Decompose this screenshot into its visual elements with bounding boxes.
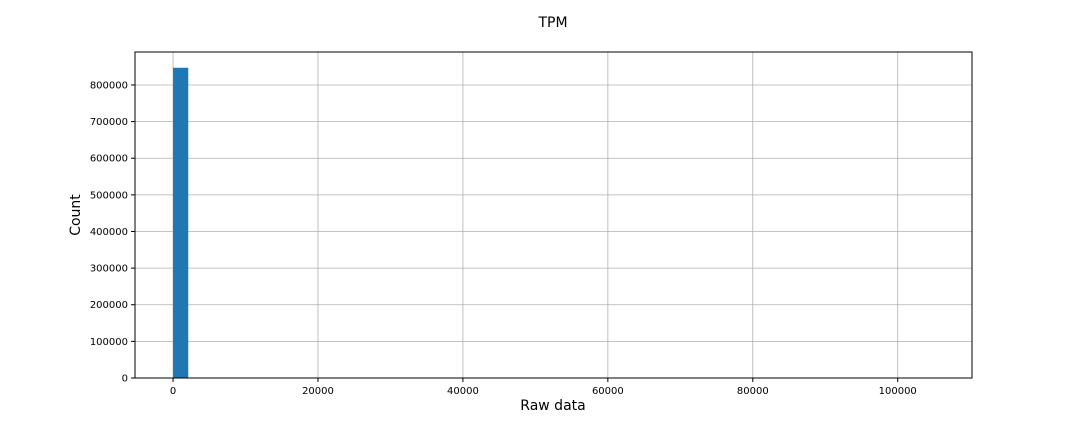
- y-tick-label: 400000: [90, 227, 128, 238]
- y-tick-label: 800000: [90, 80, 128, 91]
- x-axis-ticks: 0 20000 40000 60000 80000 100000: [170, 378, 917, 397]
- y-tick-label: 200000: [90, 300, 128, 311]
- x-tick-label: 0: [170, 386, 176, 397]
- x-tick-label: 40000: [447, 386, 479, 397]
- x-tick-label: 60000: [592, 386, 624, 397]
- y-axis-label: Count: [68, 194, 84, 236]
- x-axis-label: Raw data: [520, 398, 585, 414]
- plot-frame: [134, 51, 973, 379]
- y-tick-label: 0: [122, 374, 128, 385]
- grid-lines: [135, 52, 972, 379]
- histogram-bars: [173, 67, 189, 379]
- x-tick-label: 100000: [879, 386, 917, 397]
- y-tick-label: 700000: [90, 117, 128, 128]
- y-axis-ticks: 0 100000 200000 300000 400000 500000 600000 700…: [90, 80, 135, 385]
- histogram-bar: [173, 67, 189, 379]
- y-tick-label: 100000: [90, 337, 128, 348]
- y-tick-label: 300000: [90, 264, 128, 275]
- y-tick-label: 600000: [90, 154, 128, 165]
- x-tick-label: 20000: [302, 386, 334, 397]
- chart-title: TPM: [537, 15, 567, 31]
- y-tick-label: 500000: [90, 190, 128, 201]
- x-tick-label: 80000: [737, 386, 769, 397]
